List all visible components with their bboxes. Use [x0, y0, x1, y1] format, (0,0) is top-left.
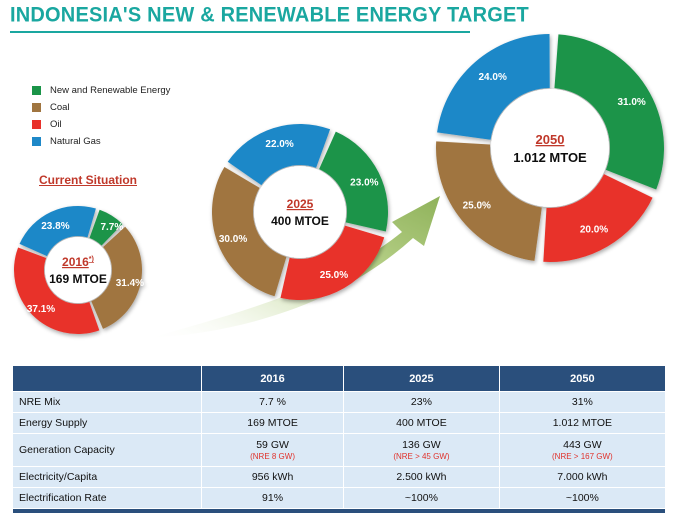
cell-note: (NRE > 45 GW)	[393, 452, 450, 461]
donut-slice	[554, 34, 664, 190]
legend: New and Renewable Energy Coal Oil Natura…	[32, 82, 170, 150]
row-label: Electricity/Capita	[12, 466, 202, 488]
cell-note: (NRE > 167 GW)	[552, 452, 613, 461]
donut-year: 2016*)	[62, 254, 95, 269]
legend-swatch	[32, 120, 41, 129]
table-cell: 2.500 kWh	[343, 466, 500, 488]
table-header-cell	[12, 365, 202, 392]
donut-center-value: 169 MTOE	[49, 272, 107, 286]
table-cell: 7.000 kWh	[498, 466, 667, 488]
table-row: Electrification Rate 91% ~100% ~100%	[12, 487, 667, 509]
legend-label: Coal	[50, 102, 70, 113]
cell-value: 136 GW	[402, 439, 441, 451]
table-header-row: 2016 2025 2050	[12, 365, 667, 392]
table-cell: 91%	[200, 487, 345, 509]
table-row: Electricity/Capita 956 kWh 2.500 kWh 7.0…	[12, 466, 667, 488]
table-cell: 136 GW (NRE > 45 GW)	[343, 433, 500, 467]
slice-label: 25.0%	[320, 270, 348, 281]
donut-slice	[91, 226, 142, 329]
donut-slice	[227, 124, 331, 186]
donut-2025: 23.0% 25.0% 30.0% 22.0% 2025 400 MTOE	[212, 124, 388, 300]
table-row: NRE Mix 7.7 % 23% 31%	[12, 391, 667, 413]
legend-label: Natural Gas	[50, 136, 101, 147]
donut-year: 2050	[536, 132, 565, 147]
current-situation-label: Current Situation	[39, 173, 137, 187]
cell-value: 443 GW	[563, 439, 602, 451]
table-cell: 31%	[498, 391, 667, 413]
legend-swatch	[32, 86, 41, 95]
table-footer-strip	[12, 508, 666, 514]
row-label: Electrification Rate	[12, 487, 202, 509]
slice-label: 7.7%	[100, 222, 123, 233]
donut-year: 2025	[287, 197, 314, 211]
title-underline	[10, 31, 470, 33]
donut-slice	[19, 206, 96, 257]
table-cell: ~100%	[498, 487, 667, 509]
donut-slice	[319, 131, 388, 232]
table-cell: 1.012 MTOE	[498, 412, 667, 434]
legend-swatch	[32, 137, 41, 146]
donut-slice	[13, 247, 100, 334]
table-cell: 59 GW (NRE 8 GW)	[200, 433, 345, 467]
donut-hole	[45, 237, 111, 303]
page-title: INDONESIA'S NEW & RENEWABLE ENERGY TARGE…	[10, 3, 529, 27]
donut-slice	[212, 166, 287, 297]
table-cell: 7.7 %	[200, 391, 345, 413]
donut-hole	[254, 166, 346, 258]
table-cell: ~100%	[343, 487, 500, 509]
table-header-cell: 2016	[200, 365, 345, 392]
legend-label: New and Renewable Energy	[50, 85, 171, 96]
slice-label: 25.0%	[463, 201, 491, 212]
donut-slice	[437, 34, 550, 140]
slice-label: 23.0%	[350, 177, 378, 188]
slice-label: 22.0%	[265, 139, 293, 150]
donut-2016: 7.7% 31.4% 37.1% 23.8% 2016*) 169 MTOE	[13, 206, 144, 334]
table-cell: 169 MTOE	[200, 412, 345, 434]
legend-item-gas: Natural Gas	[32, 133, 170, 150]
cell-note: (NRE 8 GW)	[250, 452, 295, 461]
table-header-cell: 2025	[343, 365, 500, 392]
donut-center-value: 1.012 MTOE	[513, 150, 587, 165]
table-cell: 400 MTOE	[343, 412, 500, 434]
slice-label: 37.1%	[27, 304, 55, 315]
table-cell: 956 kWh	[200, 466, 345, 488]
year-superscript: *)	[89, 254, 95, 263]
legend-label: Oil	[50, 119, 62, 130]
slice-label: 24.0%	[479, 72, 507, 83]
targets-table: 2016 2025 2050 NRE Mix 7.7 % 23% 31% Ene…	[12, 365, 667, 514]
row-label: Generation Capacity	[12, 433, 202, 467]
row-label: NRE Mix	[12, 391, 202, 413]
cell-value: 59 GW	[256, 439, 289, 451]
donut-slice	[89, 209, 123, 246]
donut-hole	[491, 89, 609, 207]
table-header-cell: 2050	[498, 365, 667, 392]
donut-center-value: 400 MTOE	[271, 214, 329, 228]
donut-slice	[543, 174, 653, 263]
slice-label: 23.8%	[41, 221, 69, 232]
donut-charts: 7.7%31.4%37.1%23.8%2016*)169 MTOE 23.0%2…	[13, 34, 664, 338]
table-cell: 23%	[343, 391, 500, 413]
legend-item-nre: New and Renewable Energy	[32, 82, 170, 99]
donut-slice	[435, 141, 542, 261]
legend-item-coal: Coal	[32, 99, 170, 116]
slice-label: 31.0%	[617, 97, 645, 108]
table-row: Generation Capacity 59 GW (NRE 8 GW) 136…	[12, 433, 667, 467]
donut-2050: 31.0% 20.0% 25.0% 24.0% 2050 1.012 MTOE	[435, 34, 664, 263]
slice-label: 30.0%	[219, 234, 247, 245]
slice-label: 20.0%	[580, 225, 608, 236]
donut-slice	[280, 225, 385, 300]
legend-item-oil: Oil	[32, 116, 170, 133]
slice-label: 31.4%	[116, 278, 144, 289]
legend-swatch	[32, 103, 41, 112]
table-row: Energy Supply 169 MTOE 400 MTOE 1.012 MT…	[12, 412, 667, 434]
row-label: Energy Supply	[12, 412, 202, 434]
table-cell: 443 GW (NRE > 167 GW)	[498, 433, 667, 467]
